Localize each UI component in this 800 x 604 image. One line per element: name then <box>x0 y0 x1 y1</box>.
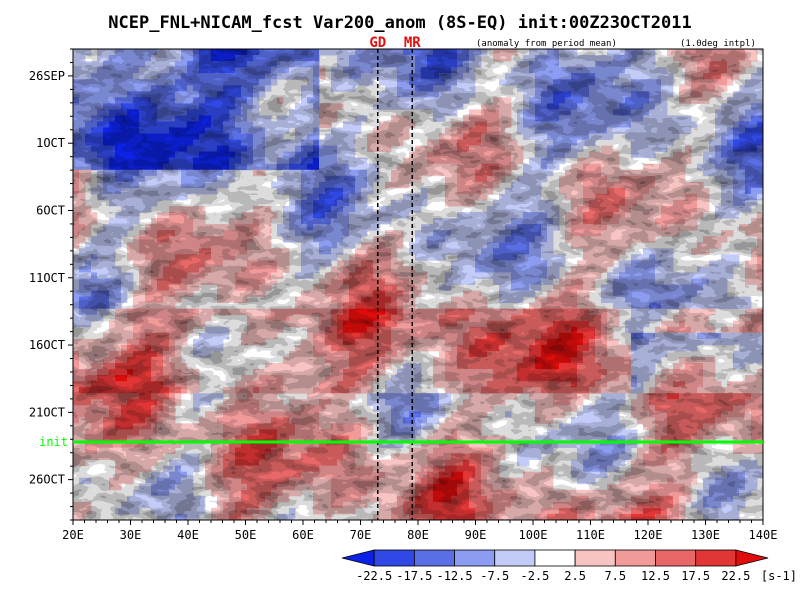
chart-subtitle-right: (1.0deg intpl) <box>680 39 756 49</box>
colorbar-lower-arrow <box>342 550 374 566</box>
colorbar-swatch <box>535 550 575 566</box>
colorbar: -22.5 -17.5 -12.5 -7.5 -2.5 2.5 7.5 12.5 17.5 22.… <box>342 550 797 583</box>
colorbar-level-label: -12.5 <box>436 569 472 583</box>
x-tick-label: 120E <box>634 528 663 542</box>
x-tick-label: 110E <box>576 528 605 542</box>
y-tick-label: 26SEP <box>29 69 65 83</box>
x-tick-label: 100E <box>519 528 548 542</box>
y-tick-label: 16OCT <box>29 338 65 352</box>
colorbar-upper-arrow <box>736 550 768 566</box>
colorbar-swatch <box>374 550 414 566</box>
y-tick-label: 26OCT <box>29 473 65 487</box>
colorbar-unit: [s-1] <box>761 569 797 583</box>
x-tick-label: 130E <box>691 528 720 542</box>
x-tick-label: 20E <box>62 528 84 542</box>
colorbar-level-label: 22.5 <box>721 569 750 583</box>
colorbar-swatch <box>455 550 495 566</box>
y-tick-label: 1OCT <box>36 136 65 150</box>
chart-subtitle-left: (anomaly from period mean) <box>476 39 617 49</box>
colorbar-swatch <box>575 550 615 566</box>
colorbar-swatch <box>615 550 655 566</box>
colorbar-level-label: -7.5 <box>480 569 509 583</box>
x-tick-label: 70E <box>350 528 372 542</box>
x-tick-label: 80E <box>407 528 429 542</box>
x-tick-label: 60E <box>292 528 314 542</box>
colorbar-swatch <box>414 550 454 566</box>
x-tick-label: 50E <box>235 528 257 542</box>
colorbar-level-label: 12.5 <box>641 569 670 583</box>
marker-label-mr: MR <box>404 35 421 51</box>
colorbar-level-label: 17.5 <box>681 569 710 583</box>
marker-label-gd: GD <box>369 35 386 51</box>
colorbar-swatch <box>495 550 535 566</box>
chart-title: NCEP_FNL+NICAM_fcst Var200_anom (8S-EQ) … <box>108 13 691 33</box>
init-label: init <box>39 435 68 449</box>
colorbar-level-label: -2.5 <box>520 569 549 583</box>
x-tick-label: 140E <box>749 528 778 542</box>
colorbar-swatch <box>656 550 696 566</box>
colorbar-level-label: 7.5 <box>604 569 626 583</box>
y-tick-label: 11OCT <box>29 271 65 285</box>
x-tick-label: 90E <box>465 528 487 542</box>
colorbar-level-label: 2.5 <box>564 569 586 583</box>
colorbar-level-label: -17.5 <box>396 569 432 583</box>
y-tick-label: 6OCT <box>36 203 65 217</box>
colorbar-level-label: -22.5 <box>356 569 392 583</box>
y-tick-label: 21OCT <box>29 405 65 419</box>
x-tick-label: 30E <box>120 528 142 542</box>
heatmap-field <box>73 49 763 520</box>
colorbar-swatch <box>696 550 736 566</box>
x-tick-label: 40E <box>177 528 199 542</box>
